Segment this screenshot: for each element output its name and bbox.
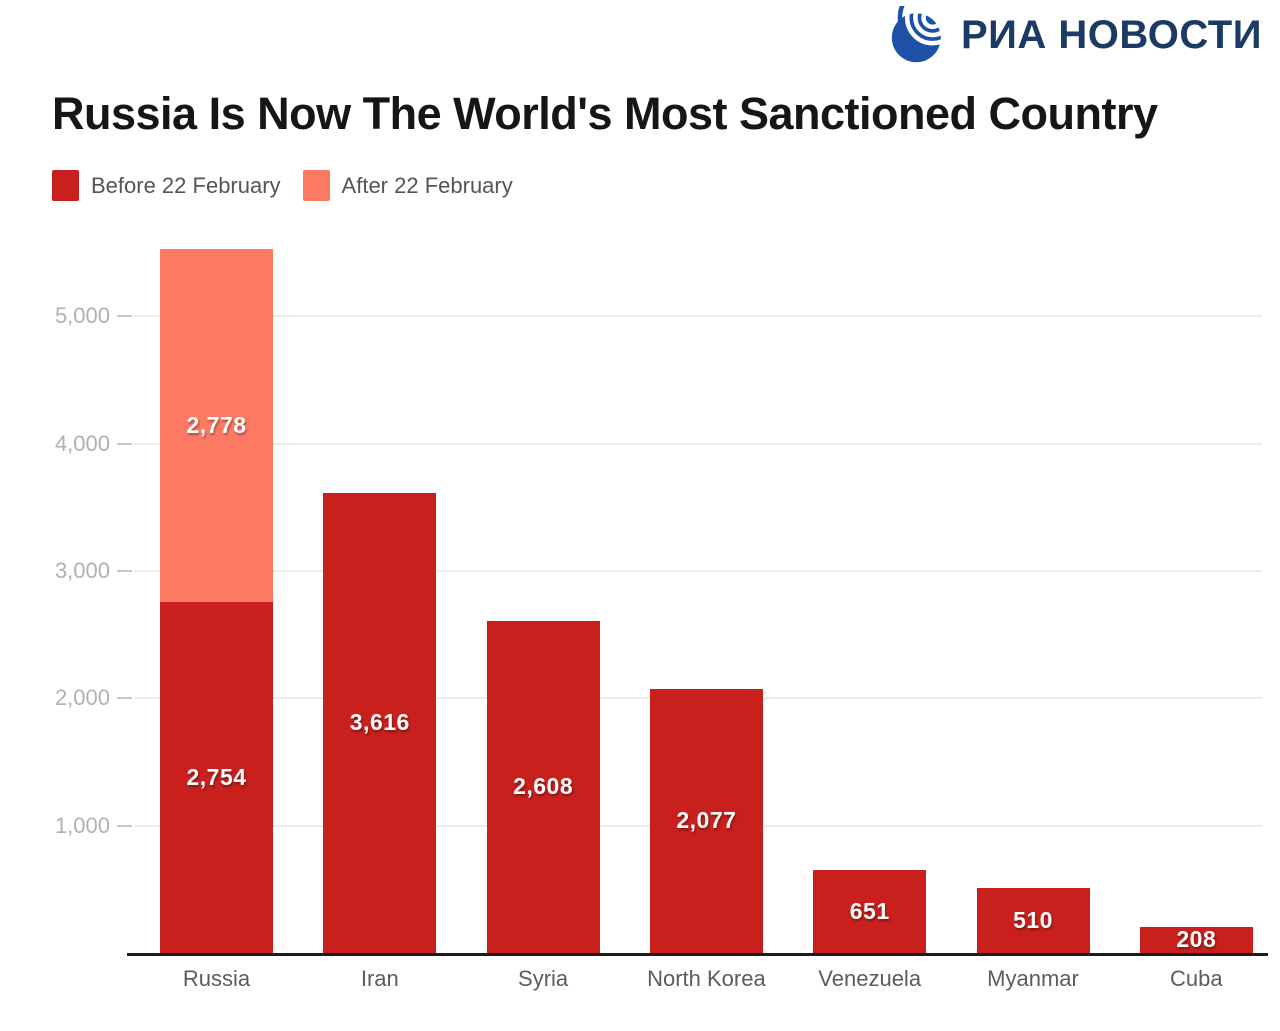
legend-item-0: Before 22 February [52, 170, 281, 201]
ria-novosti-wordmark: РИА НОВОСТИ [960, 12, 1262, 57]
bar-segment: 2,608 [486, 620, 600, 953]
y-tick-icon [117, 570, 132, 572]
bar-value-label: 2,754 [186, 764, 247, 791]
x-axis-label: Syria [518, 966, 569, 991]
gridline [134, 570, 1262, 572]
x-axis-line [127, 953, 1268, 956]
bar-segment: 3,616 [323, 492, 437, 953]
y-tick-icon [117, 442, 132, 445]
gridline [134, 442, 1262, 445]
bar-north-korea: 2,077 [649, 688, 763, 953]
y-tick-icon [117, 824, 132, 827]
x-axis-label: Venezuela [818, 966, 922, 991]
ria-novosti-logo: РИА НОВОСТИ [890, 6, 1262, 64]
y-axis-label: 2,000 [54, 685, 110, 711]
y-axis-label: 3,000 [54, 558, 110, 583]
bar-segment: 510 [976, 888, 1090, 953]
legend-label: Before 22 February [91, 172, 281, 198]
bar-value-label: 651 [849, 898, 890, 925]
ria-globe-icon [891, 6, 948, 63]
bar-syria: 2,608 [486, 620, 600, 953]
bar-segment: 2,778 [160, 248, 273, 603]
bar-venezuela: 651 [813, 870, 927, 953]
legend-swatch-icon [302, 170, 330, 201]
legend-swatch-icon [52, 170, 79, 201]
chart-title: Russia Is Now The World's Most Sanctione… [52, 88, 1158, 139]
x-axis-label: Iran [360, 966, 399, 991]
bar-chart: 1,000 2,000 3,000 4,000 5,000 2,754 2,778 3,616… [0, 240, 1280, 1020]
bar-segment: 651 [813, 870, 927, 953]
y-tick-icon [117, 315, 132, 318]
bar-iran: 3,616 [323, 492, 437, 953]
x-axis-label: Russia [182, 966, 251, 991]
x-axis-label: Cuba [1170, 966, 1223, 991]
bar-cuba: 208 [1139, 926, 1253, 953]
bar-segment: 2,754 [160, 602, 273, 953]
bar-segment: 2,077 [649, 688, 763, 953]
legend: Before 22 February After 22 February [52, 170, 513, 201]
plot-area: 1,000 2,000 3,000 4,000 5,000 2,754 2,778 3,616… [0, 240, 1280, 953]
bar-myanmar: 510 [976, 888, 1090, 953]
bar-value-label: 3,616 [349, 709, 410, 736]
gridline [134, 315, 1262, 318]
bar-value-label: 2,077 [676, 807, 737, 834]
bar-value-label: 2,608 [513, 773, 574, 800]
x-axis-label: North Korea [647, 966, 766, 991]
bar-value-label: 208 [1176, 926, 1217, 953]
x-axis-label: Myanmar [987, 966, 1079, 991]
y-axis-label: 1,000 [54, 812, 110, 838]
y-tick-icon [117, 697, 132, 700]
bar-russia: 2,754 2,778 [160, 248, 273, 953]
y-axis-label: 5,000 [54, 303, 110, 329]
bar-segment: 208 [1139, 926, 1253, 953]
legend-item-1: After 22 February [302, 170, 513, 201]
bar-value-label: 2,778 [186, 412, 247, 439]
y-axis-label: 4,000 [54, 430, 110, 456]
bar-value-label: 510 [1013, 907, 1053, 934]
legend-label: After 22 February [341, 172, 513, 198]
